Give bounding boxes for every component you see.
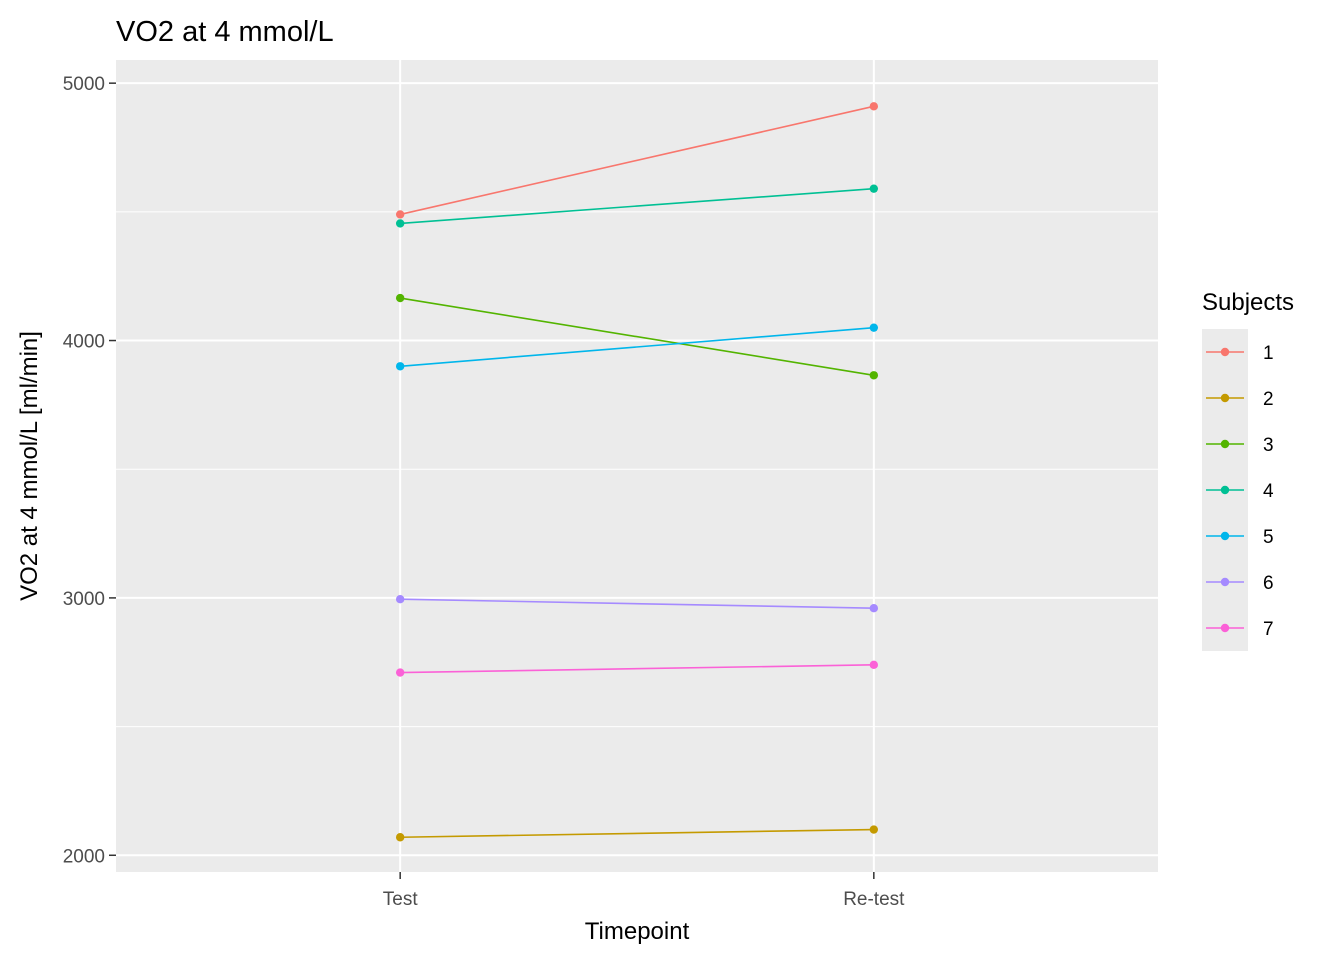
data-point-subject-4 [869,184,879,193]
y-axis: 2000 3000 4000 5000 [63,74,116,867]
legend-key-point-1 [1220,347,1230,357]
data-point-subject-2 [395,833,405,842]
minor-gridlines [116,211,1158,728]
legend-label-5: 5 [1263,527,1274,548]
legend-key-point-5 [1220,531,1230,541]
legend-key-point-2 [1220,393,1230,403]
data-point-subject-2 [869,825,879,834]
legend-title: Subjects [1202,289,1294,316]
data-point-subject-6 [395,594,405,604]
series-line-3 [400,297,874,377]
chart-title: VO2 at 4 mmol/L [116,16,334,48]
legend-label-6: 6 [1263,573,1274,594]
x-tick-label: Re-test [843,889,905,910]
data-point-subject-1 [395,210,405,219]
legend-label-1: 1 [1263,343,1274,364]
series-line-7 [400,664,874,674]
x-axis-title: Timepoint [585,918,690,945]
y-tick-label: 4000 [63,332,105,353]
legend-key-point-4 [1220,485,1230,495]
series-lines [400,105,874,839]
data-point-subject-3 [395,293,405,303]
y-tick-label: 3000 [63,589,105,610]
series-line-2 [400,828,874,839]
x-axis: Test Re-test [383,872,905,910]
legend-key-point-6 [1220,577,1230,587]
y-axis-title: VO2 at 4 mmol/L [ml/min] [16,331,43,601]
series-line-5 [400,326,874,368]
legend: Subjects 1 2 3 4 5 6 7 [1202,289,1294,651]
series-line-1 [400,105,874,216]
series-line-4 [400,187,874,225]
data-point-subject-5 [869,323,879,332]
legend-key-point-7 [1220,623,1230,633]
y-tick-label: 5000 [63,74,105,95]
series-line-6 [400,598,874,609]
legend-label-3: 3 [1263,435,1274,456]
data-point-subject-5 [395,362,405,371]
plot-panel [116,60,1158,872]
data-point-subject-4 [395,219,405,228]
y-tick-label: 2000 [63,846,105,867]
data-point-subject-7 [869,660,879,670]
data-point-subject-3 [869,371,879,380]
major-gridlines [116,60,1158,872]
legend-label-7: 7 [1263,619,1274,640]
data-point-subject-6 [869,603,879,613]
series-points [395,102,879,842]
legend-key-point-3 [1220,439,1230,449]
data-point-subject-7 [395,668,405,677]
data-point-subject-1 [869,102,879,111]
x-tick-label: Test [383,889,419,910]
legend-label-4: 4 [1263,481,1274,502]
legend-label-2: 2 [1263,389,1274,410]
